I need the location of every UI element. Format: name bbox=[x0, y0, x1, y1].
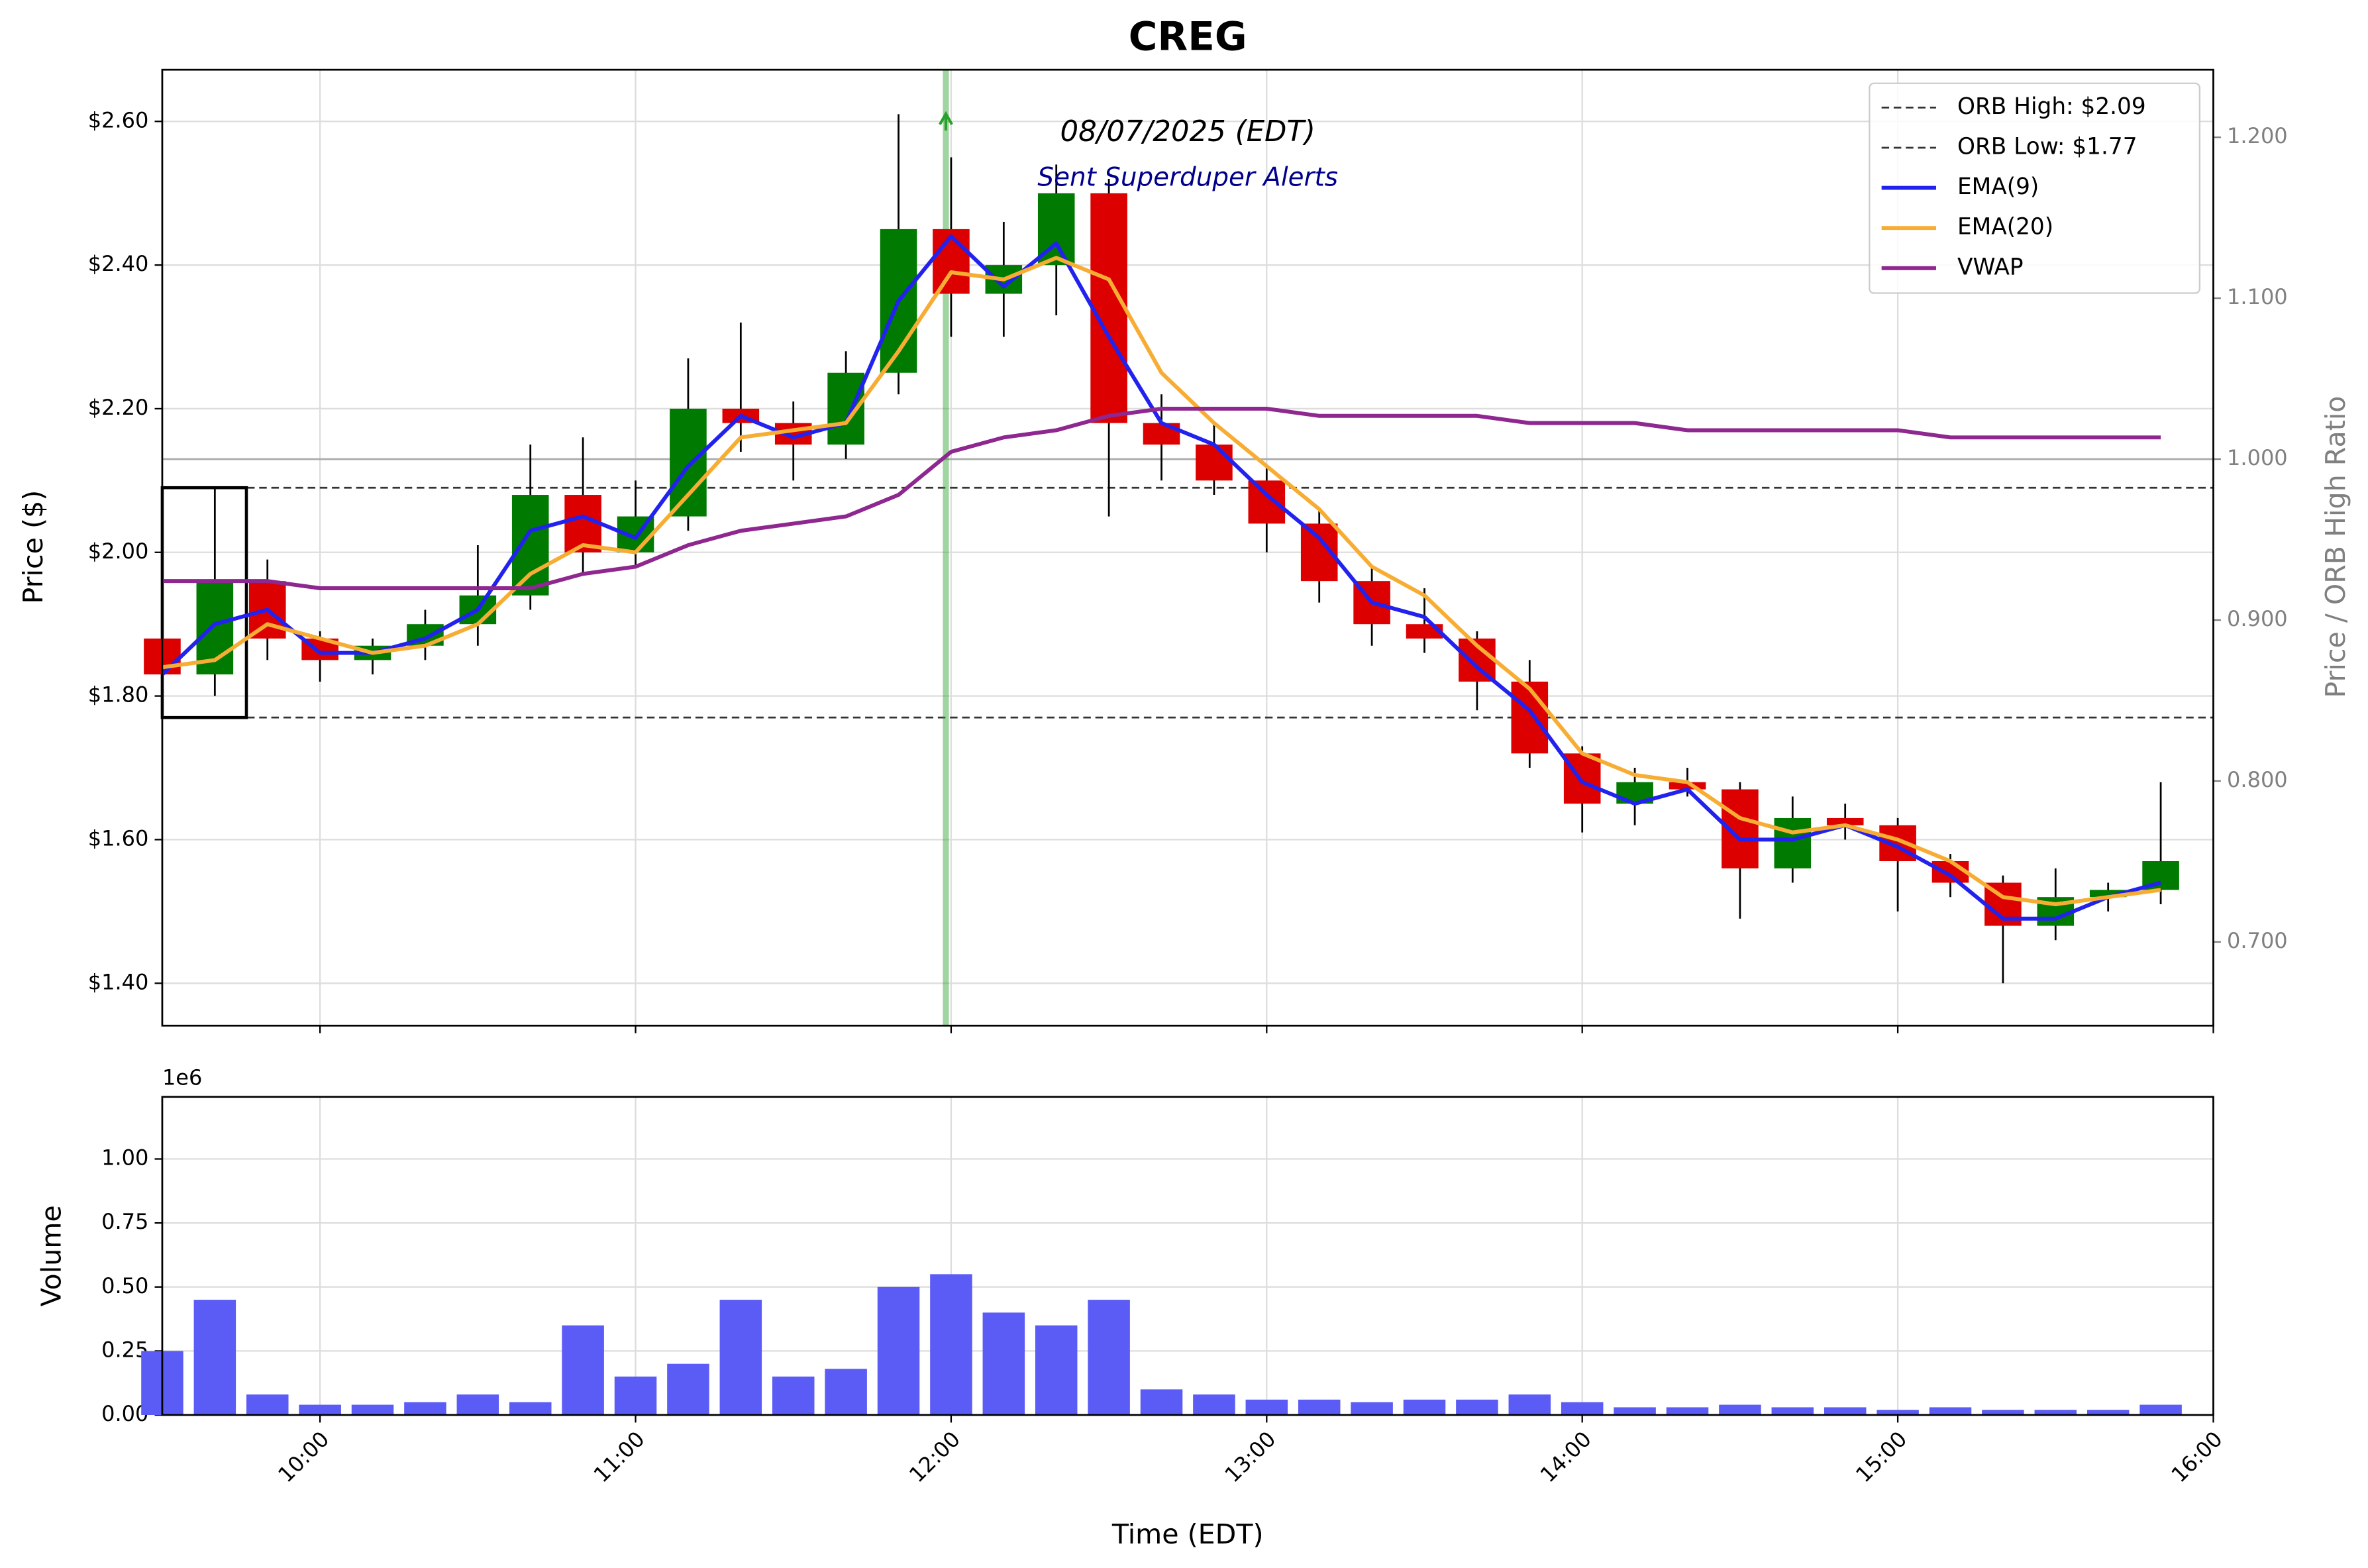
volume-bar bbox=[1771, 1407, 1814, 1416]
volume-bar bbox=[1929, 1407, 1972, 1416]
volume-bar bbox=[667, 1363, 709, 1416]
y-tick-label: $1.60 bbox=[88, 825, 149, 851]
legend-label: ORB High: $2.09 bbox=[1957, 93, 2146, 120]
legend: ORB High: $2.09 ORB Low: $1.77 EMA(9) EMA(2… bbox=[1869, 82, 2201, 294]
volume-bar bbox=[1561, 1402, 1604, 1416]
volume-bar bbox=[1193, 1394, 1235, 1416]
y2-tick-label: 1.000 bbox=[2227, 445, 2288, 470]
volume-axis-label: Volume bbox=[35, 1205, 67, 1306]
legend-label: EMA(20) bbox=[1957, 214, 2053, 240]
volume-bar bbox=[2086, 1410, 2130, 1416]
volume-bar bbox=[1298, 1399, 1341, 1416]
legend-label: VWAP bbox=[1957, 254, 2024, 280]
chart-title: CREG bbox=[1129, 15, 1247, 60]
candle-body bbox=[1248, 480, 1286, 524]
indicator-line bbox=[160, 234, 2161, 921]
volume-bar bbox=[877, 1286, 920, 1416]
candle-body bbox=[1931, 861, 1969, 883]
volume-bar bbox=[456, 1394, 499, 1416]
volume-bar bbox=[404, 1402, 446, 1416]
volume-bar bbox=[982, 1312, 1025, 1416]
offset-text: 1e6 bbox=[162, 1065, 202, 1090]
indicator-line bbox=[162, 406, 2161, 590]
y2-tick-label: 0.700 bbox=[2227, 928, 2288, 953]
alert-marker bbox=[939, 111, 953, 131]
candle-body bbox=[564, 495, 601, 552]
indicator-line bbox=[162, 256, 2161, 907]
volume-bar bbox=[1508, 1394, 1551, 1416]
volume-bar bbox=[825, 1369, 867, 1416]
volume-bar bbox=[1982, 1410, 2024, 1416]
candle-body bbox=[1090, 193, 1127, 423]
candle-body bbox=[1826, 817, 1864, 825]
volume-bar bbox=[1456, 1399, 1498, 1416]
volume-bar bbox=[1245, 1399, 1288, 1416]
y-tick-label: $1.80 bbox=[88, 682, 149, 707]
volume-bar bbox=[351, 1404, 394, 1416]
candle-body bbox=[670, 408, 707, 517]
y-tick-label: 0.25 bbox=[101, 1337, 148, 1362]
volume-bar bbox=[1824, 1407, 1867, 1416]
volume-bar bbox=[1614, 1407, 1656, 1416]
y-axis-label: Price ($) bbox=[17, 490, 49, 604]
volume-bar bbox=[1140, 1389, 1183, 1416]
y2-axis-label: Price / ORB High Ratio bbox=[2320, 396, 2351, 698]
volume-bar bbox=[719, 1300, 762, 1416]
volume-bar bbox=[1035, 1325, 1078, 1416]
volume-bar bbox=[193, 1300, 236, 1416]
candle-body bbox=[2089, 890, 2127, 898]
x-axis-label: Time (EDT) bbox=[1111, 1518, 1264, 1550]
volume-bar bbox=[1351, 1402, 1393, 1416]
volume-bar bbox=[1719, 1404, 1761, 1416]
candle-body bbox=[933, 229, 970, 294]
y2-tick-label: 1.100 bbox=[2227, 284, 2288, 309]
volume-bar bbox=[614, 1377, 657, 1416]
y-tick-label: $2.60 bbox=[88, 107, 149, 132]
y2-tick-label: 0.900 bbox=[2227, 606, 2288, 631]
y-tick-label: $2.00 bbox=[88, 539, 149, 564]
volume-bar bbox=[772, 1377, 815, 1416]
annotation: 08/07/2025 (EDT) bbox=[1060, 115, 1315, 148]
y-tick-label: 0.50 bbox=[101, 1273, 148, 1298]
y-tick-label: $2.40 bbox=[88, 251, 149, 276]
volume-bar bbox=[246, 1394, 289, 1416]
volume-bar bbox=[1088, 1300, 1130, 1416]
volume-axes-frame bbox=[161, 1096, 2214, 1416]
volume-bar bbox=[509, 1402, 552, 1416]
candle-body bbox=[511, 495, 549, 596]
y2-tick-label: 0.800 bbox=[2227, 767, 2288, 792]
y-tick-label: 0.00 bbox=[101, 1401, 148, 1426]
volume-bar bbox=[2034, 1410, 2077, 1416]
y-tick-label: $2.20 bbox=[88, 395, 149, 420]
legend-label: ORB Low: $1.77 bbox=[1957, 133, 2137, 160]
volume-bar bbox=[1403, 1399, 1446, 1416]
alert-annotation: Sent Superduper Alerts bbox=[1037, 162, 1338, 192]
volume-bar bbox=[930, 1274, 972, 1416]
candle-body bbox=[1511, 681, 1549, 754]
candle-body bbox=[1669, 782, 1706, 790]
legend-box bbox=[1869, 82, 2201, 294]
y-tick-label: 0.75 bbox=[101, 1209, 148, 1234]
candle-body bbox=[1563, 753, 1601, 804]
volume-bar bbox=[1666, 1407, 1709, 1416]
y-tick-label: 1.00 bbox=[101, 1145, 148, 1171]
y-tick-label: $1.40 bbox=[88, 969, 149, 994]
volume-bar bbox=[299, 1404, 341, 1416]
volume-bar bbox=[562, 1325, 604, 1416]
legend-label: EMA(9) bbox=[1957, 174, 2039, 200]
y2-tick-label: 1.200 bbox=[2227, 123, 2288, 148]
candle-body bbox=[1196, 444, 1233, 481]
price-axes-frame bbox=[161, 68, 2214, 1027]
volume-bar bbox=[1877, 1410, 1919, 1416]
candle-body bbox=[1774, 817, 1812, 868]
volume-bar bbox=[2139, 1404, 2182, 1416]
